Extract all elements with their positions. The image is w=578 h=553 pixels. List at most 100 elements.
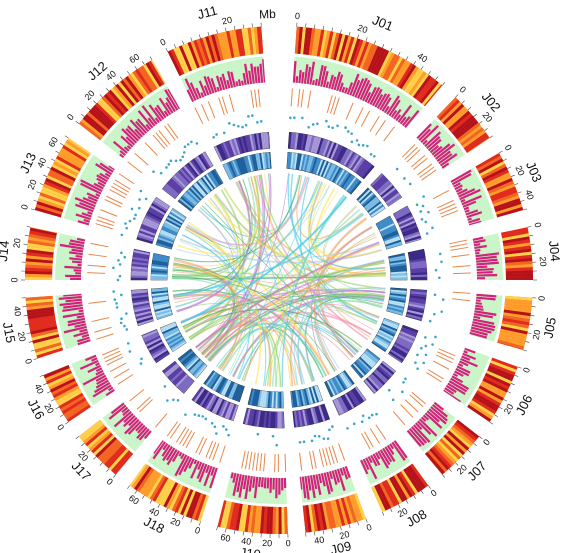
purple-cell xyxy=(397,336,413,346)
blue-cell xyxy=(380,226,397,235)
blue-cell xyxy=(390,265,407,269)
histogram-bar xyxy=(474,248,481,252)
blue-cell xyxy=(159,231,176,240)
chromosome-label: J06 xyxy=(513,392,536,417)
histogram-bar xyxy=(244,475,251,500)
blue-cell xyxy=(390,277,407,280)
purple-cell xyxy=(314,406,321,423)
heatmap-cell xyxy=(504,301,532,307)
histogram-bar xyxy=(422,139,428,145)
blue-cell xyxy=(267,391,271,408)
blue-cell xyxy=(293,390,298,407)
tick-label: 0 xyxy=(481,437,492,447)
histogram-bar xyxy=(63,304,83,309)
gc-line xyxy=(194,107,204,124)
blue-cell xyxy=(265,391,269,408)
purple-cell xyxy=(401,327,418,335)
heatmap-cell xyxy=(505,267,533,272)
axis-tick xyxy=(517,191,522,194)
heatmap-cell xyxy=(32,334,60,344)
heatmap-cell xyxy=(235,503,243,531)
axis-tick xyxy=(106,468,110,472)
axis-tick xyxy=(99,462,103,466)
heatmap-cell xyxy=(376,483,392,510)
purple-cell xyxy=(192,158,204,173)
purple-cell xyxy=(399,332,415,342)
heatmap-cell xyxy=(43,180,71,194)
heatmap-cell xyxy=(36,347,64,359)
heatmap-cell xyxy=(171,485,186,512)
heatmap-cell xyxy=(241,504,249,532)
tick-label: 0 xyxy=(503,143,514,152)
heatmap-cell xyxy=(157,479,174,505)
purple-cell xyxy=(272,411,276,428)
histogram-bar xyxy=(161,444,171,457)
gc-line xyxy=(309,451,314,470)
tick-label: 40 xyxy=(104,69,118,83)
histogram-bar xyxy=(447,382,466,396)
histogram-bar xyxy=(79,328,88,333)
purple-cell xyxy=(263,132,267,149)
blue-cell xyxy=(359,356,373,370)
histogram-bar xyxy=(317,64,324,87)
purple-cell xyxy=(132,296,149,301)
purple-cell xyxy=(135,310,152,317)
purple-cell xyxy=(349,390,361,405)
purple-cell xyxy=(388,352,403,363)
heatmap-cell xyxy=(106,91,127,114)
purple-cell xyxy=(136,236,153,244)
histogram-bar xyxy=(203,85,210,96)
heatmap-cell xyxy=(25,295,53,298)
heatmap-cell xyxy=(181,44,195,71)
purple-cell xyxy=(380,185,395,198)
histogram-bar xyxy=(472,318,495,325)
tick-label: 0 xyxy=(19,203,30,211)
blue-cell xyxy=(390,269,407,273)
purple-cell xyxy=(256,133,261,150)
blue-cell xyxy=(187,189,201,202)
axis-tick xyxy=(357,34,360,39)
synteny-link xyxy=(172,268,377,325)
heatmap-cell xyxy=(214,33,224,61)
histogram-bar xyxy=(87,196,98,202)
heatmap-cell xyxy=(438,99,460,121)
purple-cell xyxy=(410,272,427,276)
heatmap-cell xyxy=(431,446,452,469)
heatmap-cell xyxy=(501,323,529,332)
dot-marker xyxy=(438,276,441,280)
blue-cell xyxy=(184,192,198,205)
dot-marker xyxy=(440,310,444,313)
heatmap-cell xyxy=(81,422,104,442)
heatmap-cell xyxy=(294,26,300,54)
heatmap-cell xyxy=(335,34,346,61)
histogram-bar xyxy=(162,446,173,462)
purple-cell xyxy=(292,411,296,428)
histogram-bar xyxy=(119,150,126,156)
blue-cell xyxy=(390,279,407,280)
purple-cell xyxy=(373,176,387,190)
purple-cell xyxy=(410,262,427,267)
axis-tick xyxy=(340,526,342,531)
blue-cell xyxy=(368,202,383,215)
heatmap-cell xyxy=(311,28,319,56)
purple-cell xyxy=(174,173,188,187)
heatmap-cell xyxy=(491,357,518,370)
heatmap-cell xyxy=(501,230,529,239)
heatmap-cell xyxy=(184,43,198,70)
tick-label: 0 xyxy=(105,476,115,487)
blue-cell xyxy=(208,373,219,389)
blue-cell xyxy=(305,388,312,405)
histogram-bar xyxy=(473,313,494,319)
purple-cell xyxy=(141,223,157,232)
purple-cell xyxy=(205,394,216,410)
histogram-bar xyxy=(81,212,92,218)
heatmap-cell xyxy=(266,506,271,534)
gc-line xyxy=(198,437,208,455)
histogram-bar xyxy=(91,357,98,362)
blue-cell xyxy=(151,273,168,277)
histogram-bar xyxy=(454,184,463,191)
blue-cell xyxy=(267,152,271,169)
histogram-bar xyxy=(369,86,381,105)
blue-cell xyxy=(286,152,290,169)
axis-tick xyxy=(530,315,535,317)
